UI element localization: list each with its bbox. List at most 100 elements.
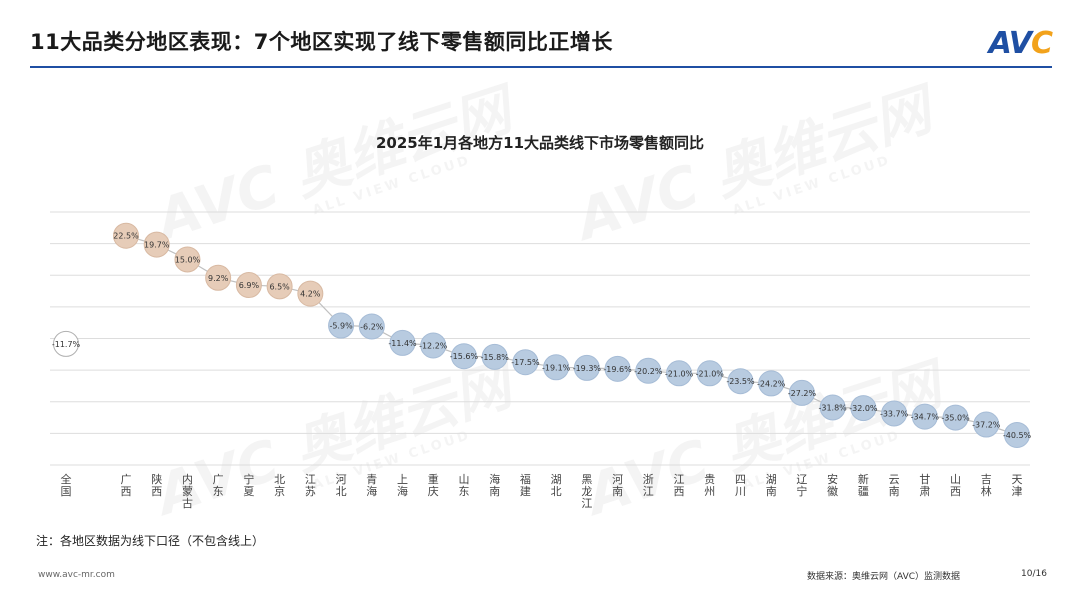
x-tick-label: 重庆 [428,472,439,498]
data-label: -11.4% [388,339,417,348]
data-label: -37.2% [972,421,1001,430]
x-tick-label: 甘肃 [919,473,930,498]
data-label: 4.2% [300,290,321,299]
data-point [635,357,662,384]
x-tick-label: 北京 [274,473,285,498]
data-point [666,360,693,387]
data-label: 9.2% [208,274,229,283]
data-point [850,395,877,422]
x-tick-label: 陕西 [151,472,162,498]
x-tick-label: 山西 [950,473,961,498]
x-tick-label: 全国 [61,472,72,498]
x-tick-label: 江西 [674,473,685,498]
data-label: -35.0% [941,414,970,423]
x-tick-label: 河南 [612,473,623,498]
data-point [696,360,723,387]
x-tick-label: 安徽 [827,472,838,498]
data-label: 19.7% [144,241,170,250]
data-label: -19.1% [542,363,571,372]
data-point [788,379,815,406]
x-tick-label: 山东 [458,473,469,498]
x-tick-label: 贵州 [704,473,715,498]
data-point [174,246,201,273]
data-label: -33.7% [880,409,909,418]
data-point [727,368,754,395]
data-point [512,349,539,376]
data-label: -21.0% [696,369,725,378]
data-point [1004,421,1030,448]
x-tick-label: 宁夏 [243,472,254,498]
data-point [205,264,232,291]
data-point [53,330,79,357]
data-label: -11.7% [52,340,81,349]
data-point [143,231,170,258]
data-label: -31.8% [818,403,847,412]
x-tick-label: 广东 [213,473,224,498]
footnote: 注：各地区数据为线下口径（不包含线上） [36,534,265,548]
data-label: -6.2% [360,322,384,331]
data-point [389,329,416,356]
data-label: -19.6% [603,365,632,374]
chart-title: 2025年1月各地方11大品类线下市场零售额同比 [376,134,704,152]
data-label: -32.0% [849,404,878,413]
x-tick-label: 云南 [889,473,900,498]
data-point [543,354,570,381]
data-point [113,222,139,249]
data-point [297,280,324,307]
data-source: 数据来源：奥维云网（AVC）监测数据 [807,572,961,582]
page-title: 11大品类分地区表现：7个地区实现了线下零售额同比正增长 [30,30,613,54]
x-tick-label: 辽宁 [796,473,807,498]
x-tick-label: 广西 [121,473,132,498]
x-tick-label: 内蒙古 [182,472,193,510]
data-label: 6.5% [269,282,290,291]
x-tick-label: 黑龙江 [581,473,592,510]
x-tick-label: 湖北 [551,473,562,498]
data-label: -15.8% [481,353,510,362]
series-line [125,235,1018,436]
x-tick-label: 天津 [1012,473,1023,498]
data-label: 22.5% [113,232,139,241]
avc-logo: AVC [988,26,1053,61]
x-tick-label: 江苏 [305,473,316,498]
data-label: -15.6% [450,352,479,361]
x-tick-label: 福建 [520,472,531,498]
data-label: 15.0% [175,255,201,264]
data-label: -12.2% [419,341,448,350]
data-point [819,394,846,421]
x-tick-label: 河北 [336,473,347,498]
x-tick-label: 新疆 [858,472,869,498]
data-label: -34.7% [911,413,940,422]
data-point [942,404,969,431]
data-point [481,343,508,370]
data-label: -27.2% [788,389,817,398]
x-tick-label: 浙江 [643,473,654,498]
x-tick-label: 上海 [397,473,408,498]
data-point [235,272,262,299]
data-point [266,273,293,300]
data-point [604,355,631,382]
x-tick-label: 吉林 [981,473,992,498]
data-label: -20.2% [634,367,663,376]
data-label: -5.9% [329,322,353,331]
data-point [881,400,908,427]
data-point [420,332,447,359]
data-point [573,354,600,381]
data-label: -17.5% [511,358,540,367]
x-tick-label: 海南 [489,472,500,498]
data-label: -23.5% [726,377,755,386]
data-point [358,313,385,340]
data-label: -24.2% [757,379,786,388]
data-point [450,343,477,370]
data-point [973,411,1000,438]
data-label: -19.3% [573,364,602,373]
data-label: -21.0% [665,369,694,378]
data-point [328,312,355,339]
data-point [911,403,938,430]
data-label: 6.9% [239,281,260,290]
website-url: www.avc-mr.com [38,570,115,580]
data-label: -40.5% [1003,431,1032,440]
x-tick-label: 青海 [366,473,377,498]
header-divider [30,66,1052,68]
data-point [758,370,785,397]
